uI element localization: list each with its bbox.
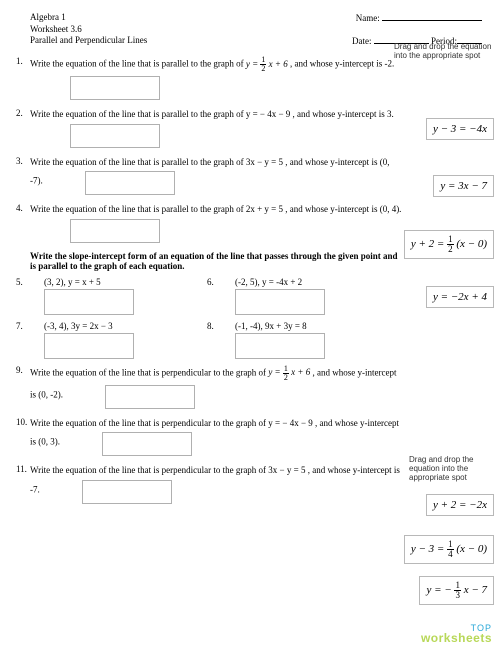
answer-drop-10[interactable] xyxy=(102,432,192,456)
course-title: Algebra 1 xyxy=(30,12,66,23)
question-2-text: Write the equation of the line that is p… xyxy=(30,109,394,119)
name-field: Name: xyxy=(356,12,482,23)
question-4-text: Write the equation of the line that is p… xyxy=(30,204,401,214)
question-1-text: Write the equation of the line that is p… xyxy=(30,59,394,69)
question-9: 9. Write the equation of the line that i… xyxy=(30,365,482,409)
question-7: 7. (-3, 4), 3y = 2x − 3 xyxy=(30,321,211,359)
question-6: 6. (-2, 5), y = -4x + 2 xyxy=(221,277,402,315)
question-11: 11. Write the equation of the line that … xyxy=(30,464,482,504)
answer-drop-2[interactable] xyxy=(70,124,160,148)
equation-chip-5[interactable]: y + 2 = −2x xyxy=(426,494,494,516)
answer-drop-3[interactable] xyxy=(85,171,175,195)
answer-drop-8[interactable] xyxy=(235,333,325,359)
answer-drop-1[interactable] xyxy=(70,76,160,100)
answer-drop-11[interactable] xyxy=(82,480,172,504)
question-3-text: Write the equation of the line that is p… xyxy=(30,157,389,186)
question-7-text: (-3, 4), 3y = 2x − 3 xyxy=(44,321,113,331)
question-2: 2. Write the equation of the line that i… xyxy=(30,108,482,148)
question-1: 1. Write the equation of the line that i… xyxy=(30,56,482,100)
worksheet-header: Algebra 1 Name: Worksheet 3.6 Parallel a… xyxy=(30,12,482,46)
question-5-text: (3, 2), y = x + 5 xyxy=(44,277,101,287)
question-5: 5. (3, 2), y = x + 5 xyxy=(30,277,211,315)
equation-chip-4[interactable]: y = −2x + 4 xyxy=(426,286,494,308)
question-8: 8. (-1, -4), 9x + 3y = 8 xyxy=(221,321,402,359)
question-6-text: (-2, 5), y = -4x + 2 xyxy=(235,277,302,287)
watermark: TOP worksheets xyxy=(421,625,492,643)
worksheet-num: Worksheet 3.6 xyxy=(30,24,82,34)
equation-chip-7[interactable]: y = − 13 x − 7 xyxy=(419,576,494,605)
question-3: 3. Write the equation of the line that i… xyxy=(30,156,482,196)
question-10-text: Write the equation of the line that is p… xyxy=(30,418,399,447)
equation-chip-1[interactable]: y − 3 = −4x xyxy=(426,118,494,140)
answer-drop-9[interactable] xyxy=(105,385,195,409)
answer-drop-5[interactable] xyxy=(44,289,134,315)
answer-drop-7[interactable] xyxy=(44,333,134,359)
question-10: 10. Write the equation of the line that … xyxy=(30,417,482,457)
question-8-text: (-1, -4), 9x + 3y = 8 xyxy=(235,321,307,331)
equation-chip-3[interactable]: y + 2 = 12 (x − 0) xyxy=(404,230,494,259)
answer-drop-6[interactable] xyxy=(235,289,325,315)
equation-chip-2[interactable]: y = 3x − 7 xyxy=(433,175,494,197)
topic-title: Parallel and Perpendicular Lines xyxy=(30,35,147,46)
answer-drop-4[interactable] xyxy=(70,219,160,243)
equation-chip-6[interactable]: y − 3 = 14 (x − 0) xyxy=(404,535,494,564)
question-9-text: Write the equation of the line that is p… xyxy=(30,367,396,399)
